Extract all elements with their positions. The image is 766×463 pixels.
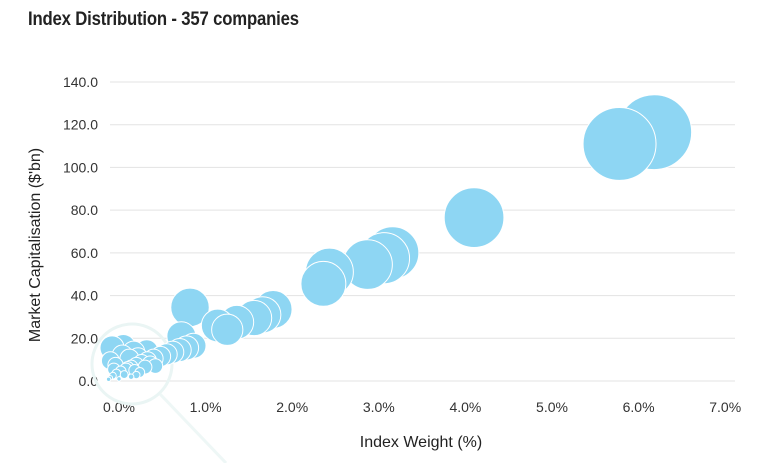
y-tick-label: 60.0 — [71, 245, 98, 261]
x-tick-label: 3.0% — [363, 399, 395, 415]
chart-title: Index Distribution - 357 companies — [28, 9, 299, 30]
data-point — [443, 187, 505, 248]
data-point — [300, 260, 347, 307]
x-axis-label: Index Weight (%) — [360, 434, 482, 451]
data-point — [105, 376, 112, 382]
data-point — [119, 370, 129, 380]
x-tick-label: 2.0% — [276, 399, 308, 415]
lens-handle — [158, 392, 228, 463]
data-point — [582, 106, 657, 181]
x-tick-label: 5.0% — [536, 399, 568, 415]
lens-ring — [90, 322, 174, 406]
y-tick-label: 120.0 — [63, 117, 98, 133]
data-point — [211, 313, 244, 346]
y-tick-label: 140.0 — [63, 74, 98, 90]
zoom-lens-decoration — [90, 322, 228, 463]
x-tick-label: 7.0% — [709, 399, 741, 415]
data-point — [127, 373, 135, 380]
x-tick-label: 4.0% — [449, 399, 481, 415]
x-axis-ticks: 0.0% 1.0% 2.0% 3.0% 4.0% 5.0% 6.0% 7.0% — [103, 399, 741, 415]
y-axis-label: Market Capitalisation ($'bn) — [27, 148, 44, 342]
data-points — [99, 94, 693, 382]
x-tick-label: 6.0% — [623, 399, 655, 415]
y-tick-label: 40.0 — [71, 288, 98, 304]
y-tick-label: 100.0 — [63, 159, 98, 175]
y-tick-label: 20.0 — [71, 330, 98, 346]
data-point — [116, 376, 122, 382]
x-tick-label: 1.0% — [190, 399, 222, 415]
y-tick-label: 80.0 — [71, 202, 98, 218]
